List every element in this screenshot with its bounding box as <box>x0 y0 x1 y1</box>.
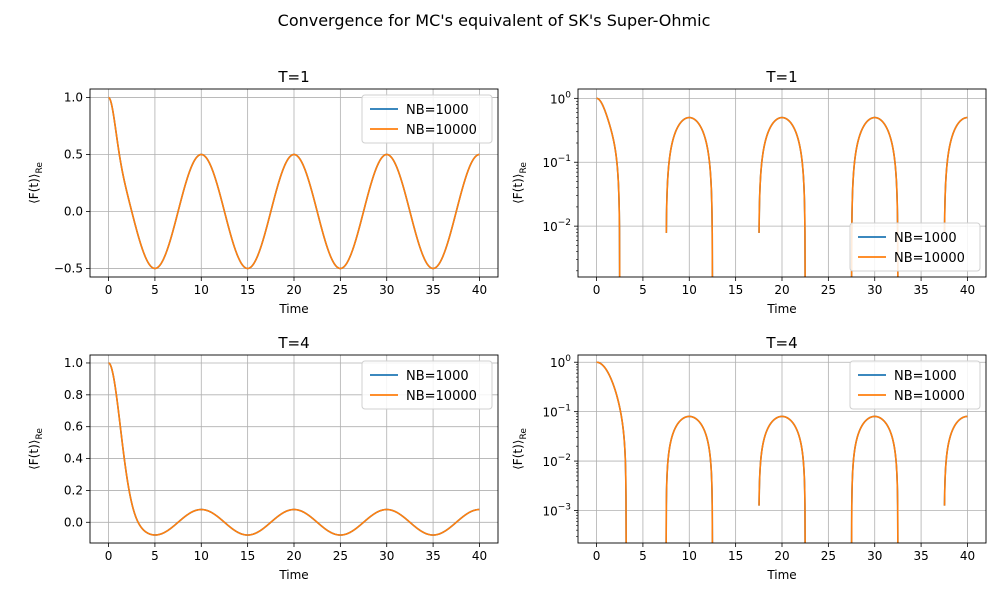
x-axis-label: Time <box>278 568 308 582</box>
legend-label: NB=10000 <box>406 123 477 138</box>
x-tick-label: 20 <box>774 283 789 297</box>
x-tick-label: 20 <box>774 549 789 563</box>
series-line-nb10000 <box>596 97 968 277</box>
figure-suptitle: Convergence for MC's equivalent of SK's … <box>278 11 711 30</box>
axes-frame <box>89 88 499 278</box>
y-axis-label: ⟨F(t)⟩Re <box>511 162 529 204</box>
y-tick-label: 0.0 <box>64 204 83 218</box>
x-tick-label: 0 <box>105 549 113 563</box>
y-tick-label: 1.0 <box>64 356 83 370</box>
x-axis-label: Time <box>278 302 308 316</box>
x-tick-label: 10 <box>194 283 209 297</box>
axes-frame <box>577 88 987 278</box>
y-tick-label: −0.5 <box>54 261 83 275</box>
x-tick-label: 0 <box>105 283 113 297</box>
y-tick-label: 10−1 <box>542 404 571 420</box>
y-tick-label: 0.8 <box>64 388 83 402</box>
y-tick-label: 100 <box>550 354 571 370</box>
series-line-nb10000 <box>596 361 968 543</box>
x-tick-label: 15 <box>728 549 743 563</box>
x-tick-label: 15 <box>728 283 743 297</box>
y-tick-label: 0.4 <box>64 452 83 466</box>
y-axis-label: ⟨F(t)⟩Re <box>27 162 45 204</box>
legend: NB=1000 NB=10000 <box>849 222 981 272</box>
x-axis-label: Time <box>766 302 796 316</box>
legend: NB=1000 NB=10000 <box>849 360 981 410</box>
legend-box <box>361 94 493 144</box>
axes-frame <box>577 354 987 544</box>
x-tick-label: 25 <box>333 549 348 563</box>
x-tick-label: 40 <box>472 549 487 563</box>
x-tick-label: 20 <box>286 549 301 563</box>
x-tick-label: 0 <box>593 283 601 297</box>
x-tick-label: 30 <box>379 549 394 563</box>
y-tick-label: 1.0 <box>64 91 83 105</box>
panels: 0 5 10 15 20 25 30 35 40 −0.5 0.0 0.5 1.0 T=1 Time ⟨F(t… <box>27 68 987 582</box>
subplot-title: T=4 <box>765 334 797 352</box>
x-tick-label: 15 <box>240 549 255 563</box>
legend-box <box>849 360 981 410</box>
y-tick-label: 10−1 <box>542 154 571 170</box>
legend-label: NB=10000 <box>894 389 965 404</box>
x-tick-label: 20 <box>286 283 301 297</box>
x-axis-label: Time <box>766 568 796 582</box>
y-axis-label: ⟨F(t)⟩Re <box>27 428 45 470</box>
x-tick-label: 35 <box>913 549 928 563</box>
x-tick-label: 25 <box>821 283 836 297</box>
x-tick-label: 40 <box>472 283 487 297</box>
legend-label: NB=10000 <box>894 251 965 266</box>
legend: NB=1000 NB=10000 <box>361 94 493 144</box>
x-tick-label: 30 <box>379 283 394 297</box>
legend-label: NB=1000 <box>406 369 469 384</box>
series-line-nb10000 <box>108 96 480 270</box>
y-tick-label: 0.5 <box>64 148 83 162</box>
subplot-2: 0 5 10 15 20 25 30 35 40 10−2 10−1 100 T=1 Time ⟨F(t)⟩… <box>511 68 987 316</box>
subplot-title: T=1 <box>765 68 797 86</box>
x-tick-label: 35 <box>425 283 440 297</box>
legend-label: NB=1000 <box>894 369 957 384</box>
legend-box <box>361 360 493 410</box>
x-tick-label: 10 <box>194 549 209 563</box>
x-tick-label: 5 <box>639 549 647 563</box>
y-tick-label: 100 <box>550 90 571 106</box>
x-tick-label: 5 <box>151 283 159 297</box>
x-tick-label: 5 <box>639 283 647 297</box>
legend: NB=1000 NB=10000 <box>361 360 493 410</box>
legend-box <box>849 222 981 272</box>
subplot-4: 0 5 10 15 20 25 30 35 40 10−3 10−2 10−1 100 T=4 Time ⟨F… <box>511 334 987 582</box>
x-tick-label: 0 <box>593 549 601 563</box>
x-tick-label: 35 <box>913 283 928 297</box>
x-tick-label: 10 <box>682 283 697 297</box>
subplot-3: 0 5 10 15 20 25 30 35 40 0.0 0.2 0.4 0.6 0.8 1.0 T=4 Tim… <box>27 334 499 582</box>
x-tick-label: 5 <box>151 549 159 563</box>
x-tick-label: 25 <box>333 283 348 297</box>
axes-frame <box>89 354 499 544</box>
y-tick-label: 10−3 <box>542 502 571 518</box>
subplot-title: T=4 <box>277 334 309 352</box>
subplot-1: 0 5 10 15 20 25 30 35 40 −0.5 0.0 0.5 1.0 T=1 Time ⟨F(t… <box>27 68 499 316</box>
x-tick-label: 30 <box>867 549 882 563</box>
y-tick-label: 10−2 <box>542 453 571 469</box>
y-tick-label: 10−2 <box>542 218 571 234</box>
x-tick-label: 40 <box>960 549 975 563</box>
x-tick-label: 30 <box>867 283 882 297</box>
x-tick-label: 15 <box>240 283 255 297</box>
subplot-title: T=1 <box>277 68 309 86</box>
legend-label: NB=1000 <box>406 103 469 118</box>
x-tick-label: 25 <box>821 549 836 563</box>
y-tick-label: 0.0 <box>64 515 83 529</box>
series-line-nb10000 <box>108 362 480 536</box>
x-tick-label: 10 <box>682 549 697 563</box>
legend-label: NB=10000 <box>406 389 477 404</box>
x-tick-label: 35 <box>425 549 440 563</box>
y-axis-label: ⟨F(t)⟩Re <box>511 428 529 470</box>
legend-label: NB=1000 <box>894 231 957 246</box>
y-tick-label: 0.2 <box>64 483 83 497</box>
x-tick-label: 40 <box>960 283 975 297</box>
y-tick-label: 0.6 <box>64 420 83 434</box>
